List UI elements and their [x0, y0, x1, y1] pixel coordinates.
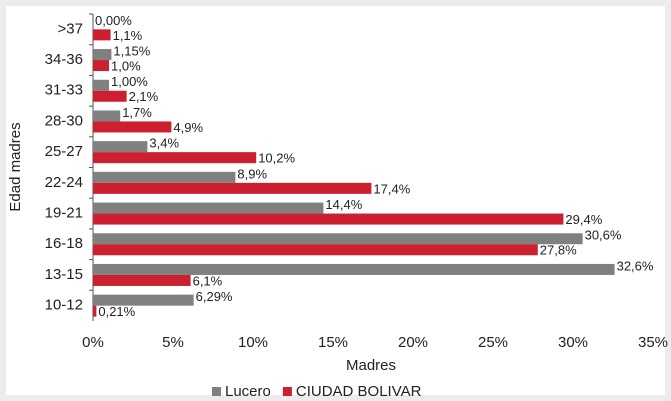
x-tick-label: 20% [398, 334, 428, 351]
y-tick-label: 10-12 [45, 297, 83, 314]
bar [93, 244, 538, 256]
bar [93, 90, 127, 102]
data-label: 0,00% [95, 13, 132, 28]
bar [93, 79, 109, 91]
data-label: 1,1% [113, 28, 143, 43]
data-label: 1,15% [113, 43, 150, 58]
y-tick-label: 34-36 [45, 51, 83, 68]
bar [93, 171, 236, 183]
data-label: 1,00% [111, 74, 148, 89]
y-tick-label: 13-15 [45, 266, 83, 283]
x-tick-label: 0% [82, 334, 104, 351]
x-tick-label: 35% [638, 334, 668, 351]
data-label: 29,4% [565, 212, 602, 227]
y-tick-label: 22-24 [45, 174, 83, 191]
data-label: 32,6% [617, 258, 654, 273]
bar [93, 263, 615, 275]
y-tick-label: 25-27 [45, 143, 83, 160]
y-axis-title: Edad madres [7, 122, 24, 211]
bar [93, 274, 191, 286]
legend-swatch [212, 387, 221, 396]
data-label: 10,2% [258, 151, 295, 166]
bar [93, 49, 112, 61]
bar [93, 29, 111, 41]
bar [93, 182, 372, 194]
data-label: 6,1% [193, 273, 223, 288]
bar [93, 213, 564, 225]
bar [93, 60, 109, 72]
data-label: 30,6% [585, 228, 622, 243]
legend-label: CIUDAD BOLIVAR [296, 383, 422, 400]
data-label: 8,9% [237, 166, 267, 181]
data-label: 3,4% [149, 136, 179, 151]
data-label: 4,9% [173, 120, 203, 135]
y-tick-label: 19-21 [45, 205, 83, 222]
data-label: 2,1% [129, 89, 159, 104]
bar [93, 141, 148, 153]
data-label: 1,0% [111, 58, 141, 73]
y-tick-label: >37 [58, 20, 83, 37]
bar [93, 121, 172, 133]
y-tick-label: 16-18 [45, 235, 83, 252]
x-axis-title: Madres [346, 357, 396, 374]
x-tick-label: 15% [318, 334, 348, 351]
data-label: 1,7% [122, 105, 152, 120]
bar [93, 294, 194, 306]
legend-label: Lucero [225, 383, 271, 400]
x-tick-label: 10% [238, 334, 268, 351]
legend-swatch [282, 387, 292, 396]
data-label: 27,8% [540, 243, 577, 258]
bar [93, 305, 97, 317]
background [6, 6, 665, 395]
x-tick-label: 5% [162, 334, 184, 351]
bar [93, 202, 324, 214]
y-tick-label: 31-33 [45, 82, 83, 99]
bar [93, 110, 121, 122]
bar [93, 152, 257, 164]
data-label: 0,21% [98, 304, 135, 319]
data-label: 6,29% [196, 289, 233, 304]
x-tick-label: 30% [558, 334, 588, 351]
bar [93, 233, 583, 245]
x-tick-label: 25% [478, 334, 508, 351]
data-label: 17,4% [373, 181, 410, 196]
y-tick-label: 28-30 [45, 112, 83, 129]
data-label: 14,4% [325, 197, 362, 212]
